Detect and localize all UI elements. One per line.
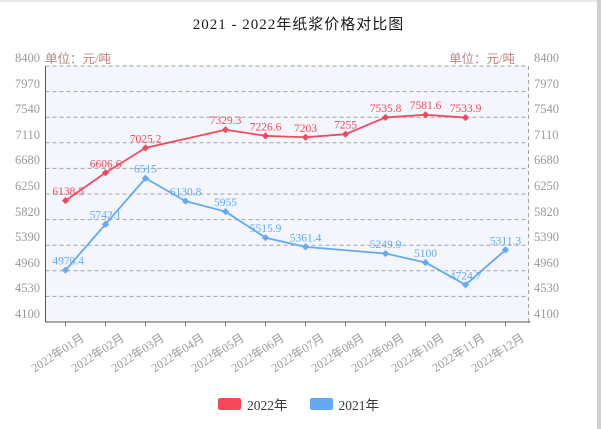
y-tick-label-4100: 4100 xyxy=(534,307,559,321)
marker-2022年-6 xyxy=(341,130,350,138)
marker-2022年-7 xyxy=(381,113,390,122)
data-label-2022年-2022年07月: 7203 xyxy=(294,123,317,135)
data-label-2021年-2022年04月: 6130.8 xyxy=(170,187,202,199)
legend-label-2021年: 2021年 xyxy=(338,398,380,413)
marker-2022年-8 xyxy=(421,111,430,119)
legend-item-2022年[interactable]: 2022年 xyxy=(218,394,288,414)
y-tick-label-8400: 8400 xyxy=(534,51,559,65)
marker-2022年-5 xyxy=(301,133,310,141)
y-tick-label-5390: 5390 xyxy=(15,230,40,245)
marker-2021年-7 xyxy=(381,249,390,258)
window-right-border xyxy=(597,0,601,429)
data-label-2021年-2022年07月: 5361.4 xyxy=(290,232,322,244)
y-tick-label-5820: 5820 xyxy=(534,204,559,219)
marker-2021年-10 xyxy=(501,246,510,254)
y-tick-label-4960: 4960 xyxy=(15,255,40,270)
legend-item-2021年[interactable]: 2021年 xyxy=(309,394,380,414)
legend-swatch-2021年 xyxy=(309,398,333,410)
y-tick-label-5390: 5390 xyxy=(534,230,559,245)
y-tick-label-6250: 6250 xyxy=(15,179,40,193)
marker-2022年-4 xyxy=(261,132,270,140)
data-label-2021年-2022年05月: 5955 xyxy=(214,197,237,209)
data-label-2022年-2022年09月: 7535.8 xyxy=(370,103,402,115)
marker-2021年-8 xyxy=(421,258,430,267)
y-tick-label-6250: 6250 xyxy=(534,179,559,193)
marker-2021年-2 xyxy=(141,174,150,182)
data-label-2022年-2022年06月: 7226.6 xyxy=(250,121,282,133)
marker-2022年-1 xyxy=(101,169,110,177)
data-label-2022年-2022年05月: 7329.3 xyxy=(210,115,242,127)
data-label-2021年-2022年10月: 5100 xyxy=(414,248,437,260)
marker-2021年-6 xyxy=(301,243,310,251)
data-label-2021年-2022年09月: 5249.9 xyxy=(370,239,402,251)
data-label-2021年-2022年11月: 4724.7 xyxy=(450,270,482,282)
window-top-border xyxy=(0,0,601,2)
data-label-2022年-2022年03月: 7025.2 xyxy=(130,133,162,145)
marker-2022年-2 xyxy=(141,144,150,152)
y-tick-label-5820: 5820 xyxy=(15,204,40,219)
marker-2022年-0 xyxy=(61,197,70,205)
y-tick-label-8400: 8400 xyxy=(15,51,40,65)
marker-2022年-3 xyxy=(221,126,230,134)
y-tick-label-7110: 7110 xyxy=(534,127,559,142)
y-tick-label-7970: 7970 xyxy=(534,76,559,91)
unit-label-left: 单位：元/吨 xyxy=(45,52,111,66)
chart-title: 2021 - 2022年纸浆价格对比图 xyxy=(192,17,405,33)
legend-label-2022年: 2022年 xyxy=(247,398,288,413)
data-label-2021年-2022年12月: 5311.3 xyxy=(490,235,521,247)
marker-2021年-9 xyxy=(461,281,470,289)
marker-2021年-0 xyxy=(61,266,70,274)
data-label-2022年-2022年01月: 6138.5 xyxy=(52,186,84,198)
y-tick-label-7970: 7970 xyxy=(15,76,40,91)
data-label-2021年-2022年06月: 5515.9 xyxy=(250,223,282,235)
legend: 2022年 2021年 xyxy=(0,394,597,414)
marker-2021年-3 xyxy=(181,197,190,205)
y-tick-label-7540: 7540 xyxy=(534,102,559,117)
y-tick-label-4530: 4530 xyxy=(15,281,40,296)
data-label-2022年-2022年11月: 7533.9 xyxy=(450,103,482,115)
y-tick-label-4100: 4100 xyxy=(15,307,40,321)
y-tick-label-6680: 6680 xyxy=(15,153,40,168)
series-line-2022年 xyxy=(64,113,466,202)
data-label-2022年-2022年10月: 7581.6 xyxy=(410,100,442,112)
legend-swatch-2022年 xyxy=(218,398,241,410)
marker-2021年-1 xyxy=(101,220,110,228)
marker-2021年-5 xyxy=(261,234,270,242)
y-tick-label-4960: 4960 xyxy=(534,255,559,270)
y-tick-label-7540: 7540 xyxy=(15,102,40,117)
marker-2022年-9 xyxy=(461,113,470,122)
data-label-2022年-2022年08月: 7255 xyxy=(334,120,357,132)
unit-label-right: 单位：元/吨 xyxy=(449,52,515,66)
data-label-2021年-2022年03月: 6515 xyxy=(134,164,157,176)
marker-2021年-4 xyxy=(221,207,230,216)
y-tick-label-7110: 7110 xyxy=(15,127,40,142)
data-label-2021年-2022年02月: 5742.1 xyxy=(90,210,122,222)
y-tick-label-6680: 6680 xyxy=(534,153,559,168)
y-tick-label-4530: 4530 xyxy=(534,281,559,296)
